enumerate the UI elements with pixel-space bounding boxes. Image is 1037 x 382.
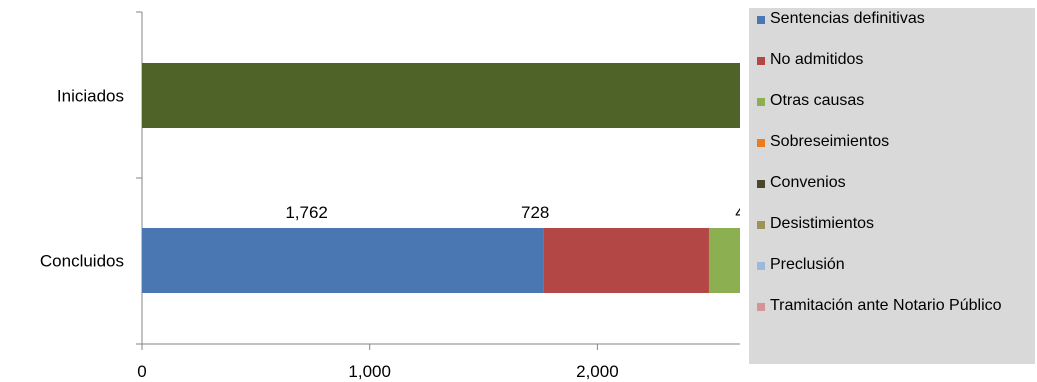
legend-label: Sentencias definitivas xyxy=(770,10,925,27)
x-tick-label: 0 xyxy=(137,362,146,381)
legend-item: Otras causas xyxy=(757,92,1035,133)
bar-chart: 01,0002,0003,0004,000IniciadosConcluidos… xyxy=(40,11,740,381)
bar-segment xyxy=(543,228,709,293)
legend-swatch xyxy=(757,180,765,188)
legend-item: Desistimientos xyxy=(757,215,1035,256)
bar-segment xyxy=(708,228,740,293)
legend-item: Sentencias definitivas xyxy=(757,10,1035,51)
legend-swatch xyxy=(757,139,765,147)
legend-item: Convenios xyxy=(757,174,1035,215)
legend-label: Preclusión xyxy=(770,256,845,273)
legend-item: No admitidos xyxy=(757,51,1035,92)
legend-label: Sobreseimientos xyxy=(770,133,890,150)
x-tick-label: 2,000 xyxy=(576,362,619,381)
legend-label: Otras causas xyxy=(770,92,865,109)
legend-swatch xyxy=(757,57,765,65)
y-tick-label: Concluidos xyxy=(40,252,124,271)
legend-label: No admitidos xyxy=(770,51,864,68)
legend-swatch xyxy=(757,303,765,311)
legend-label: Convenios xyxy=(770,174,846,191)
data-label: 426 xyxy=(735,203,740,222)
legend-label: Tramitación ante Notario Público xyxy=(770,297,1002,314)
legend-item: Sobreseimientos xyxy=(757,133,1035,174)
legend-swatch xyxy=(757,16,765,24)
legend-label: Desistimientos xyxy=(770,215,875,232)
data-label: 728 xyxy=(521,203,549,222)
y-tick-label: Iniciados xyxy=(57,87,124,106)
legend-item: Tramitación ante Notario Público xyxy=(757,297,1035,338)
chart-data-labels: 4,4193,7961,76272842617615918516714152 xyxy=(285,203,740,222)
bar-segment xyxy=(142,63,740,128)
chart-legend: Sentencias definitivas No admitidos Otra… xyxy=(749,8,1035,364)
legend-swatch xyxy=(757,98,765,106)
legend-swatch xyxy=(757,262,765,270)
bar-segment xyxy=(142,228,544,293)
legend-swatch xyxy=(757,221,765,229)
x-tick-label: 1,000 xyxy=(348,362,391,381)
chart-bars xyxy=(142,63,740,293)
legend-item: Preclusión xyxy=(757,256,1035,297)
data-label: 1,762 xyxy=(285,203,328,222)
